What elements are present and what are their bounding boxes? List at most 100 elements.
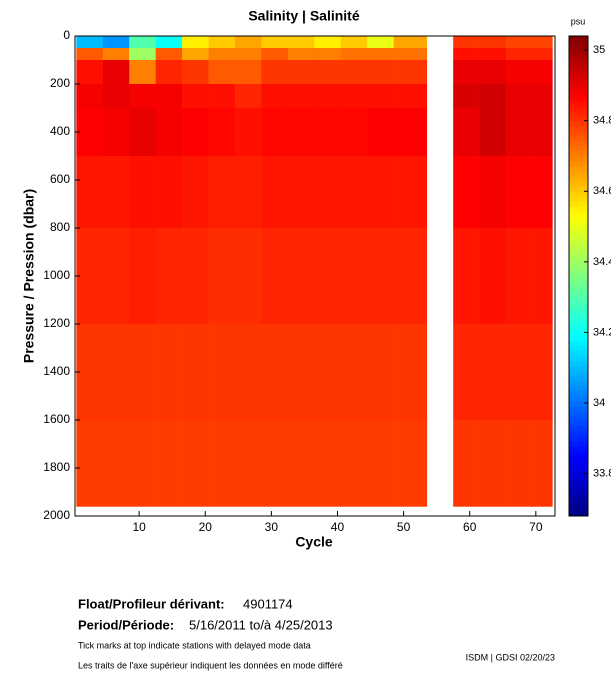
heatmap-cell bbox=[155, 48, 183, 61]
float-id: 4901174 bbox=[243, 596, 293, 611]
y-tick-label: 1400 bbox=[43, 364, 70, 378]
colorbar-swatch bbox=[569, 251, 588, 257]
colorbar-tick-label: 34.4 bbox=[593, 256, 611, 268]
x-tick-label: 40 bbox=[331, 520, 345, 534]
heatmap-cell bbox=[340, 228, 368, 325]
colorbar-frame bbox=[568, 35, 589, 517]
colorbar-swatch bbox=[569, 351, 588, 357]
heatmap-cell bbox=[261, 108, 289, 157]
colorbar-tick-label: 34.6 bbox=[593, 185, 611, 197]
colorbar-swatch bbox=[569, 436, 588, 442]
heatmap-cell bbox=[287, 60, 315, 85]
x-tick-label: 50 bbox=[397, 520, 411, 534]
heatmap-cell bbox=[506, 36, 533, 49]
heatmap-cell bbox=[506, 48, 533, 61]
heatmap-cell bbox=[453, 48, 480, 61]
heatmap-cell bbox=[261, 156, 289, 229]
heatmap-cell bbox=[182, 60, 209, 85]
colorbar-swatch bbox=[569, 371, 588, 377]
colorbar-swatch bbox=[569, 36, 588, 42]
heatmap-cell bbox=[261, 48, 289, 61]
colorbar-swatch bbox=[569, 421, 588, 427]
heatmap-cell bbox=[235, 60, 262, 85]
colorbar-swatch bbox=[569, 301, 588, 307]
heatmap-cell bbox=[367, 48, 394, 61]
colorbar-swatch bbox=[569, 451, 588, 457]
heatmap-cell bbox=[76, 228, 104, 325]
heatmap-cell bbox=[453, 60, 480, 85]
colorbar-swatch bbox=[569, 231, 588, 237]
heatmap-cell bbox=[208, 228, 236, 325]
colorbar-swatch bbox=[569, 276, 588, 282]
heatmap-cell bbox=[76, 84, 104, 109]
heatmap-cell bbox=[367, 228, 394, 325]
period: 5/16/2011 to/à 4/25/2013 bbox=[189, 617, 333, 632]
heatmap-cell bbox=[261, 420, 289, 507]
heatmap-cell bbox=[261, 36, 289, 49]
heatmap-cell bbox=[453, 156, 480, 229]
colorbar-swatch bbox=[569, 316, 588, 322]
colorbar-swatch bbox=[569, 336, 588, 342]
heatmap-cell bbox=[182, 108, 209, 157]
heatmap-cell bbox=[479, 420, 507, 507]
heatmap-cell bbox=[287, 420, 315, 507]
heatmap-cell bbox=[155, 36, 183, 49]
heatmap-cell bbox=[314, 108, 342, 157]
heatmap-cell bbox=[129, 324, 156, 421]
y-tick-label: 1800 bbox=[43, 460, 70, 474]
heatmap-cell bbox=[393, 48, 428, 61]
colorbar-swatch bbox=[569, 206, 588, 212]
colorbar-swatch bbox=[569, 511, 588, 517]
heatmap-cell bbox=[340, 156, 368, 229]
colorbar-swatch bbox=[569, 456, 588, 462]
colorbar-swatch bbox=[569, 291, 588, 297]
heatmap-cell bbox=[208, 60, 236, 85]
heatmap-cell bbox=[506, 420, 533, 507]
heatmap-cell bbox=[479, 324, 507, 421]
heatmap-cell bbox=[102, 108, 130, 157]
colorbar-swatch bbox=[569, 326, 588, 332]
y-tick-label: 2000 bbox=[43, 508, 70, 522]
colorbar-swatch bbox=[569, 56, 588, 62]
colorbar-swatch bbox=[569, 166, 588, 172]
colorbar-swatch bbox=[569, 296, 588, 302]
heatmap-cell bbox=[155, 60, 183, 85]
heatmap-cell bbox=[340, 84, 368, 109]
heatmap-cell bbox=[129, 156, 156, 229]
heatmap-cell bbox=[155, 108, 183, 157]
heatmap-cell bbox=[532, 60, 553, 85]
colorbar-swatch bbox=[569, 61, 588, 67]
colorbar-swatch bbox=[569, 356, 588, 362]
colorbar-tick-label: 34 bbox=[593, 397, 605, 409]
heatmap-cell bbox=[367, 84, 394, 109]
colorbar-swatch bbox=[569, 146, 588, 152]
colorbar-swatch bbox=[569, 211, 588, 217]
colorbar-swatch bbox=[569, 321, 588, 327]
heatmap-cell bbox=[208, 108, 236, 157]
colorbar-swatch bbox=[569, 391, 588, 397]
colorbar-swatch bbox=[569, 126, 588, 132]
colorbar-swatch bbox=[569, 196, 588, 202]
colorbar-swatch bbox=[569, 441, 588, 447]
y-axis-label: Pressure / Pression (dbar) bbox=[21, 189, 37, 363]
colorbar-swatch bbox=[569, 466, 588, 472]
heatmap-cell bbox=[532, 324, 553, 421]
y-tick-label: 400 bbox=[50, 124, 70, 138]
colorbar-swatch bbox=[569, 101, 588, 107]
heatmap-cell bbox=[453, 420, 480, 507]
heatmap-cell bbox=[314, 84, 342, 109]
heatmap-cell bbox=[261, 228, 289, 325]
colorbar-swatch bbox=[569, 406, 588, 412]
y-tick-label: 1000 bbox=[43, 268, 70, 282]
colorbar-swatch bbox=[569, 396, 588, 402]
heatmap-cell bbox=[235, 156, 262, 229]
colorbar-swatch bbox=[569, 171, 588, 177]
heatmap-cell bbox=[340, 324, 368, 421]
heatmap-cell bbox=[102, 324, 130, 421]
heatmap-cell bbox=[261, 60, 289, 85]
heatmap-cell bbox=[208, 324, 236, 421]
heatmap-cell bbox=[479, 60, 507, 85]
heatmap-cell bbox=[532, 36, 553, 49]
colorbar-swatch bbox=[569, 201, 588, 207]
